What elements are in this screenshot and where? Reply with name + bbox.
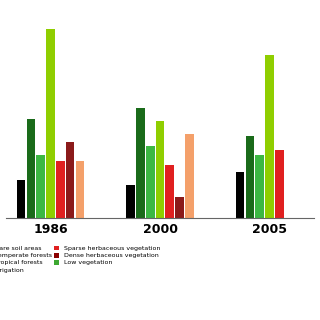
Bar: [275, 149, 284, 218]
Bar: [146, 146, 155, 218]
Bar: [66, 142, 75, 218]
Bar: [255, 155, 264, 218]
Bar: [245, 136, 254, 218]
Bar: [165, 165, 174, 218]
Legend: Bare soil areas, Temperate forests, Tropical forests, Irrigation, Sparse herbace: Bare soil areas, Temperate forests, Trop…: [0, 246, 161, 273]
Bar: [36, 155, 45, 218]
Bar: [185, 134, 194, 218]
Bar: [46, 28, 55, 218]
Bar: [126, 186, 135, 218]
Bar: [175, 197, 184, 218]
Bar: [56, 161, 65, 218]
Bar: [136, 108, 145, 218]
Bar: [17, 180, 25, 218]
Bar: [265, 55, 274, 218]
Bar: [236, 172, 244, 218]
Bar: [27, 119, 35, 218]
Bar: [76, 161, 84, 218]
Bar: [156, 121, 164, 218]
